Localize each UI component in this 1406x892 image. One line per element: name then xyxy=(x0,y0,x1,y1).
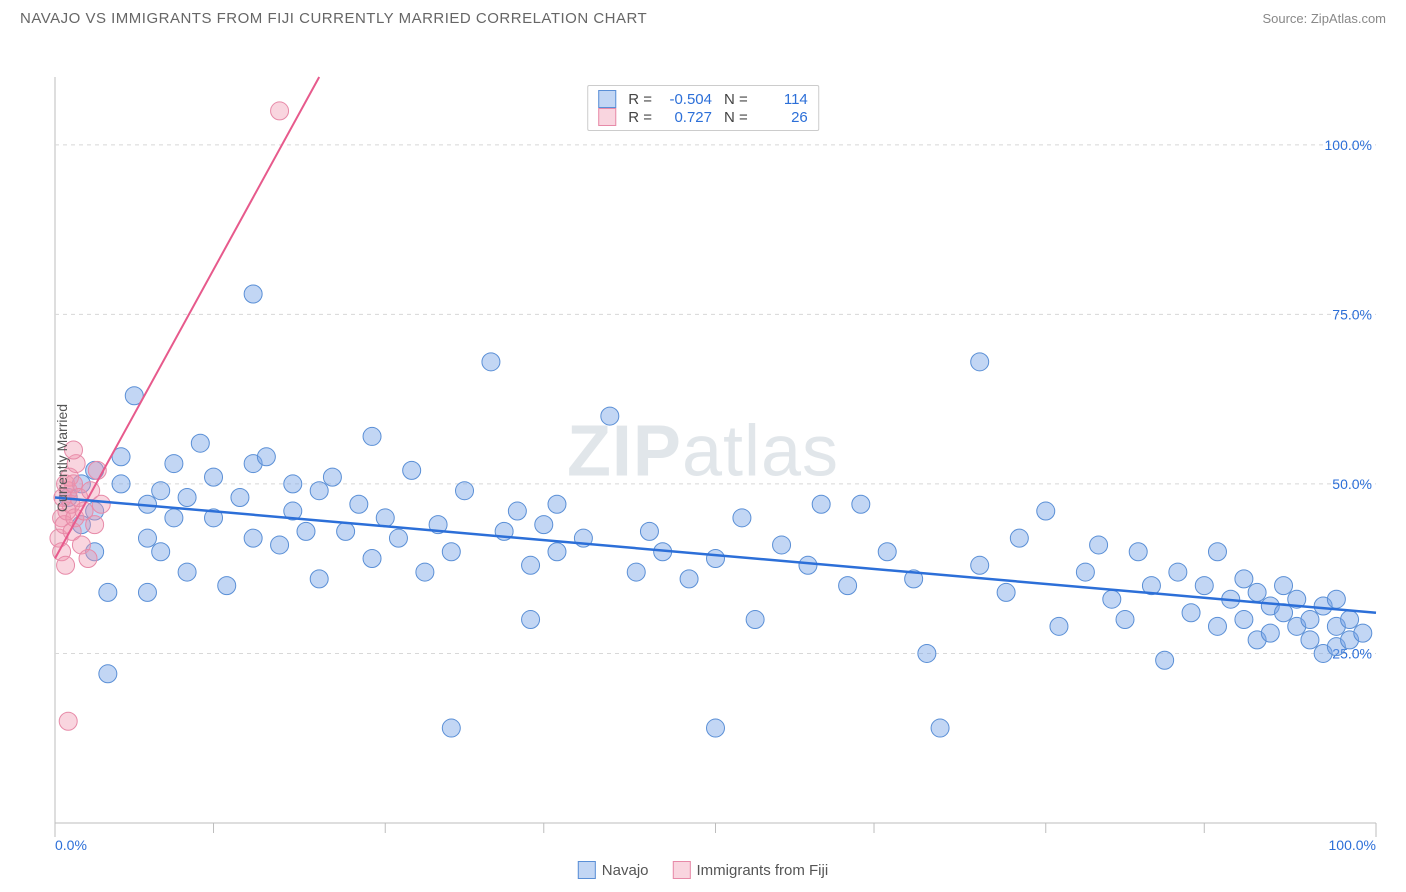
legend-series: Navajo Immigrants from Fiji xyxy=(578,861,828,879)
chart-area: Currently Married ZIPatlas 25.0%50.0%75.… xyxy=(0,33,1406,883)
legend-row: R = -0.504 N = 114 xyxy=(598,90,808,108)
legend-stats: R = -0.504 N = 114 R = 0.727 N = 26 xyxy=(587,85,819,131)
n-label: N = xyxy=(724,91,748,108)
legend-label: Navajo xyxy=(602,862,649,879)
legend-swatch-navajo xyxy=(598,90,616,108)
legend-swatch-fiji xyxy=(598,108,616,126)
r-label: R = xyxy=(628,109,652,126)
n-label: N = xyxy=(724,109,748,126)
legend-row: R = 0.727 N = 26 xyxy=(598,108,808,126)
chart-title: NAVAJO VS IMMIGRANTS FROM FIJI CURRENTLY… xyxy=(20,10,647,27)
scatter-chart: 25.0%50.0%75.0%100.0% xyxy=(0,33,1406,883)
chart-source: Source: ZipAtlas.com xyxy=(1262,11,1386,26)
svg-text:50.0%: 50.0% xyxy=(1332,476,1372,492)
r-value: 0.727 xyxy=(660,109,712,126)
legend-item-fiji: Immigrants from Fiji xyxy=(673,861,829,879)
legend-label: Immigrants from Fiji xyxy=(697,862,829,879)
svg-text:75.0%: 75.0% xyxy=(1332,306,1372,322)
chart-header: NAVAJO VS IMMIGRANTS FROM FIJI CURRENTLY… xyxy=(0,0,1406,33)
legend-swatch-navajo xyxy=(578,861,596,879)
r-value: -0.504 xyxy=(660,91,712,108)
r-label: R = xyxy=(628,91,652,108)
legend-swatch-fiji xyxy=(673,861,691,879)
svg-text:100.0%: 100.0% xyxy=(1325,137,1372,153)
n-value: 114 xyxy=(756,91,808,108)
n-value: 26 xyxy=(756,109,808,126)
x-axis-labels: 0.0% 100.0% xyxy=(55,837,1376,853)
x-tick-label: 0.0% xyxy=(55,837,87,853)
x-tick-label: 100.0% xyxy=(1329,837,1376,853)
y-axis-label: Currently Married xyxy=(54,404,70,512)
legend-item-navajo: Navajo xyxy=(578,861,649,879)
